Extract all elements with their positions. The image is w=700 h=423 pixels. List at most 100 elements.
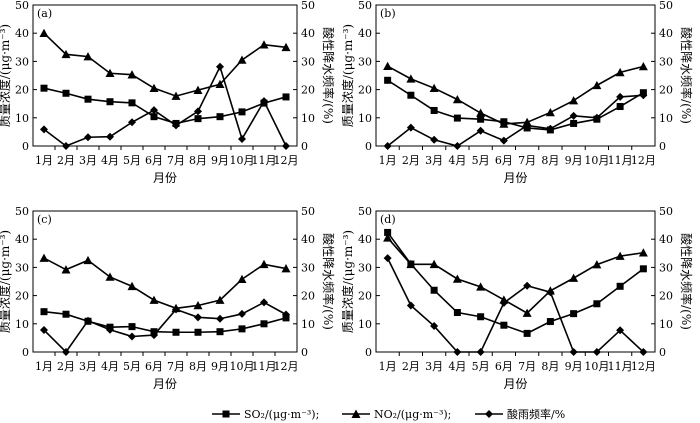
data-point-acid (62, 348, 70, 356)
y-left-tick-label: 0 (365, 140, 372, 153)
data-point-so2 (616, 282, 624, 290)
y-right-tick-label: 10 (301, 318, 315, 331)
panel-label: (a) (37, 7, 52, 20)
x-tick-label: 3月 (425, 360, 443, 373)
data-point-no2 (476, 108, 486, 117)
data-point-no2 (259, 259, 269, 269)
x-tick-label: 4月 (101, 154, 119, 167)
y-left-tick-label: 50 (358, 0, 372, 12)
x-tick-label: 1月 (379, 360, 397, 373)
data-point-acid (106, 132, 114, 141)
x-tick-label: 1月 (35, 360, 53, 373)
data-point-so2 (453, 309, 461, 317)
data-point-acid (216, 314, 224, 323)
series-line-acid (43, 64, 287, 147)
x-tick-label: 11月 (252, 154, 277, 167)
data-point-no2 (569, 96, 579, 105)
data-point-acid (216, 62, 224, 71)
data-point-acid (194, 313, 202, 322)
y-left-tick-label: 10 (358, 318, 372, 331)
data-point-no2 (592, 80, 602, 90)
y-left-axis-title: 质量浓度/(μg·m⁻³) (340, 24, 355, 127)
data-point-so2 (238, 108, 246, 116)
legend-acid-label: 酸雨频率/% (507, 407, 565, 421)
x-tick-label: 11月 (608, 360, 633, 373)
y-left-tick-label: 10 (358, 112, 372, 125)
y-right-tick-label: 30 (301, 55, 315, 68)
x-tick-label: 2月 (57, 360, 75, 373)
x-tick-label: 11月 (252, 360, 277, 373)
data-point-no2 (406, 259, 416, 269)
series-line-so2 (387, 79, 644, 131)
data-point-acid (639, 91, 648, 100)
chart-panel-2: 0 0 10 10 20 20 30 30 40 40 50 50 1月 2月 3月 4月 5月 6月 7月 8月 9月… (340, 0, 694, 185)
x-tick-label: 8月 (541, 360, 559, 373)
y-right-tick-label: 20 (301, 84, 315, 97)
data-point-acid (616, 92, 625, 101)
x-tick-label: 5月 (123, 360, 141, 373)
data-point-no2 (61, 265, 71, 274)
data-point-acid (523, 121, 532, 130)
plot-frame (32, 210, 298, 353)
data-point-acid (616, 326, 625, 335)
y-left-tick-label: 10 (15, 112, 29, 125)
data-point-no2 (406, 74, 416, 83)
x-tick-label: 6月 (495, 360, 513, 373)
data-point-no2 (83, 255, 93, 265)
y-right-tick-label: 50 (301, 0, 315, 12)
panel-label: (c) (37, 213, 52, 226)
data-point-so2 (477, 313, 485, 321)
x-tick-label: 5月 (472, 154, 490, 167)
data-point-acid (172, 121, 180, 130)
x-tick-label: 9月 (565, 154, 583, 167)
data-point-no2 (638, 248, 648, 257)
x-tick-label: 2月 (402, 360, 420, 373)
data-point-so2 (282, 93, 290, 101)
series-so2 (384, 228, 647, 337)
series-acid (383, 91, 648, 150)
data-point-acid (499, 136, 508, 145)
y-right-tick-label: 20 (301, 290, 315, 303)
data-point-acid (172, 305, 180, 314)
data-point-no2 (522, 308, 532, 317)
data-point-acid (523, 281, 532, 290)
data-point-acid (406, 123, 415, 132)
y-right-tick-label: 20 (659, 84, 673, 97)
series-no2 (383, 61, 648, 128)
data-point-so2 (570, 119, 578, 127)
y-left-tick-label: 50 (15, 0, 29, 12)
y-left-axis-title: 质量浓度/(μg·m⁻³) (0, 230, 12, 333)
y-right-tick-label: 30 (659, 261, 673, 274)
y-left-tick-label: 40 (358, 233, 372, 246)
data-point-acid (453, 348, 462, 356)
data-point-no2 (171, 91, 181, 100)
series-no2 (39, 28, 291, 100)
data-point-acid (40, 326, 48, 335)
data-point-so2 (384, 76, 392, 84)
series-line-so2 (43, 310, 287, 334)
data-point-no2 (149, 295, 159, 304)
legend-no2-marker (351, 409, 361, 418)
data-point-acid (639, 348, 648, 356)
y-right-axis-title: 酸性降水频率/(%) (321, 233, 336, 330)
y-right-tick-label: 0 (301, 346, 308, 359)
series-line-no2 (387, 65, 644, 125)
data-point-so2 (260, 320, 268, 328)
y-right-tick-label: 50 (301, 205, 315, 218)
data-point-so2 (216, 328, 224, 336)
data-point-acid (62, 142, 70, 150)
data-point-acid (453, 142, 462, 150)
data-point-acid (430, 322, 439, 331)
data-point-acid (430, 135, 439, 144)
data-point-acid (106, 325, 114, 334)
series-acid (40, 62, 290, 150)
x-tick-label: 3月 (79, 360, 97, 373)
y-right-tick-label: 30 (659, 55, 673, 68)
data-point-no2 (281, 42, 291, 52)
series-line-acid (387, 94, 644, 147)
data-point-no2 (215, 79, 225, 89)
data-point-no2 (615, 67, 625, 77)
y-right-tick-label: 0 (659, 346, 666, 359)
legend-acid-marker (485, 410, 493, 418)
x-axis-title: 月份 (503, 377, 527, 391)
